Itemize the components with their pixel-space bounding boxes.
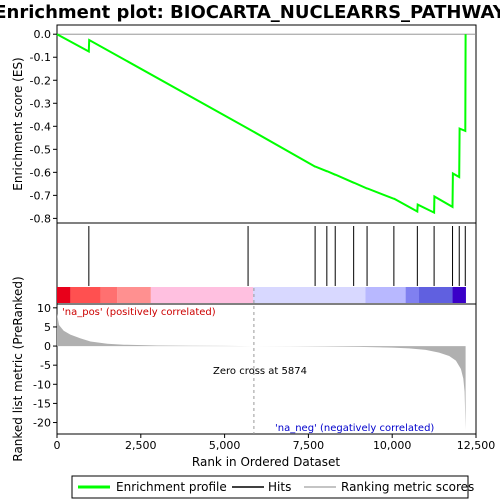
es-panel-frame: [56, 24, 477, 224]
color-bar-segment: [253, 287, 366, 303]
legend-label-hits: Hits: [268, 480, 291, 494]
zero-cross-label: Zero cross at 5874: [213, 366, 307, 377]
legend: Enrichment profile Hits Ranking metric s…: [71, 475, 474, 499]
es-y-tick-label: 0.0: [34, 28, 52, 41]
color-bar-segment: [117, 287, 151, 303]
metric-y-axis-label: Ranked list metric (PreRanked): [11, 276, 25, 461]
color-bar-segment: [405, 287, 420, 303]
metric-y-tick-label: 5: [44, 321, 51, 334]
metric-panel: 10 5 0 -5 -10 -15 -20 'na_pos' (positively cor…: [11, 276, 477, 462]
es-y-tick-label: -0.4: [30, 120, 51, 133]
es-y-tick-label: -0.7: [30, 189, 51, 202]
metric-y-tick-label: -15: [33, 397, 51, 410]
hit-lines: [88, 226, 466, 286]
es-y-ticks: 0.0 -0.1 -0.2 -0.3 -0.4 -0.5 -0.6 -0.7 -0.8: [30, 28, 57, 225]
color-bar-segment: [452, 287, 466, 303]
x-ticks: 0 2,500 5,000 7,500 10,000 12,500: [54, 434, 496, 452]
neg-label: 'na_neg' (negatively correlated): [275, 423, 434, 434]
metric-y-tick-label: 0: [44, 340, 51, 353]
chart-title: Enrichment plot: BIOCARTA_NUCLEARRS_PATH…: [0, 2, 500, 23]
es-y-tick-label: -0.6: [30, 166, 51, 179]
x-tick-label: 5,000: [209, 439, 241, 452]
metric-y-tick-label: -20: [33, 417, 51, 430]
metric-y-ticks: 10 5 0 -5 -10 -15 -20: [33, 302, 57, 430]
metric-y-tick-label: 10: [37, 302, 51, 315]
es-y-tick-label: -0.1: [30, 51, 51, 64]
es-y-tick-label: -0.2: [30, 74, 51, 87]
x-tick-label: 12,500: [457, 439, 496, 452]
color-bar-segment: [100, 287, 118, 303]
legend-frame: [71, 475, 469, 499]
x-tick-label: 7,500: [293, 439, 325, 452]
metric-panel-frame: [56, 303, 477, 435]
x-tick-label: 0: [54, 439, 61, 452]
es-y-tick-label: -0.3: [30, 97, 51, 110]
legend-label-profile: Enrichment profile: [116, 480, 227, 494]
color-bar-segment: [419, 287, 453, 303]
color-bar-segment: [365, 287, 406, 303]
color-bar-segment: [57, 287, 71, 303]
rank-color-bar: [57, 287, 466, 303]
pos-label: 'na_pos' (positively correlated): [62, 307, 216, 318]
metric-y-tick-label: -10: [33, 378, 51, 391]
es-y-axis-label: Enrichment score (ES): [11, 57, 25, 190]
enrichment-profile-line: [56, 33, 467, 215]
legend-label-metric: Ranking metric scores: [341, 480, 474, 494]
hits-panel: [56, 222, 477, 305]
metric-y-tick-label: -5: [40, 359, 51, 372]
es-panel: 0.0 -0.1 -0.2 -0.3 -0.4 -0.5 -0.6 -0.7 -0.8 Enri…: [11, 24, 477, 225]
es-y-tick-label: -0.5: [30, 143, 51, 156]
x-axis-label: Rank in Ordered Dataset: [192, 455, 340, 469]
x-tick-label: 2,500: [125, 439, 157, 452]
x-tick-label: 10,000: [373, 439, 412, 452]
es-y-tick-label: -0.8: [30, 212, 51, 225]
color-bar-segment: [150, 287, 254, 303]
color-bar-segment: [70, 287, 101, 303]
